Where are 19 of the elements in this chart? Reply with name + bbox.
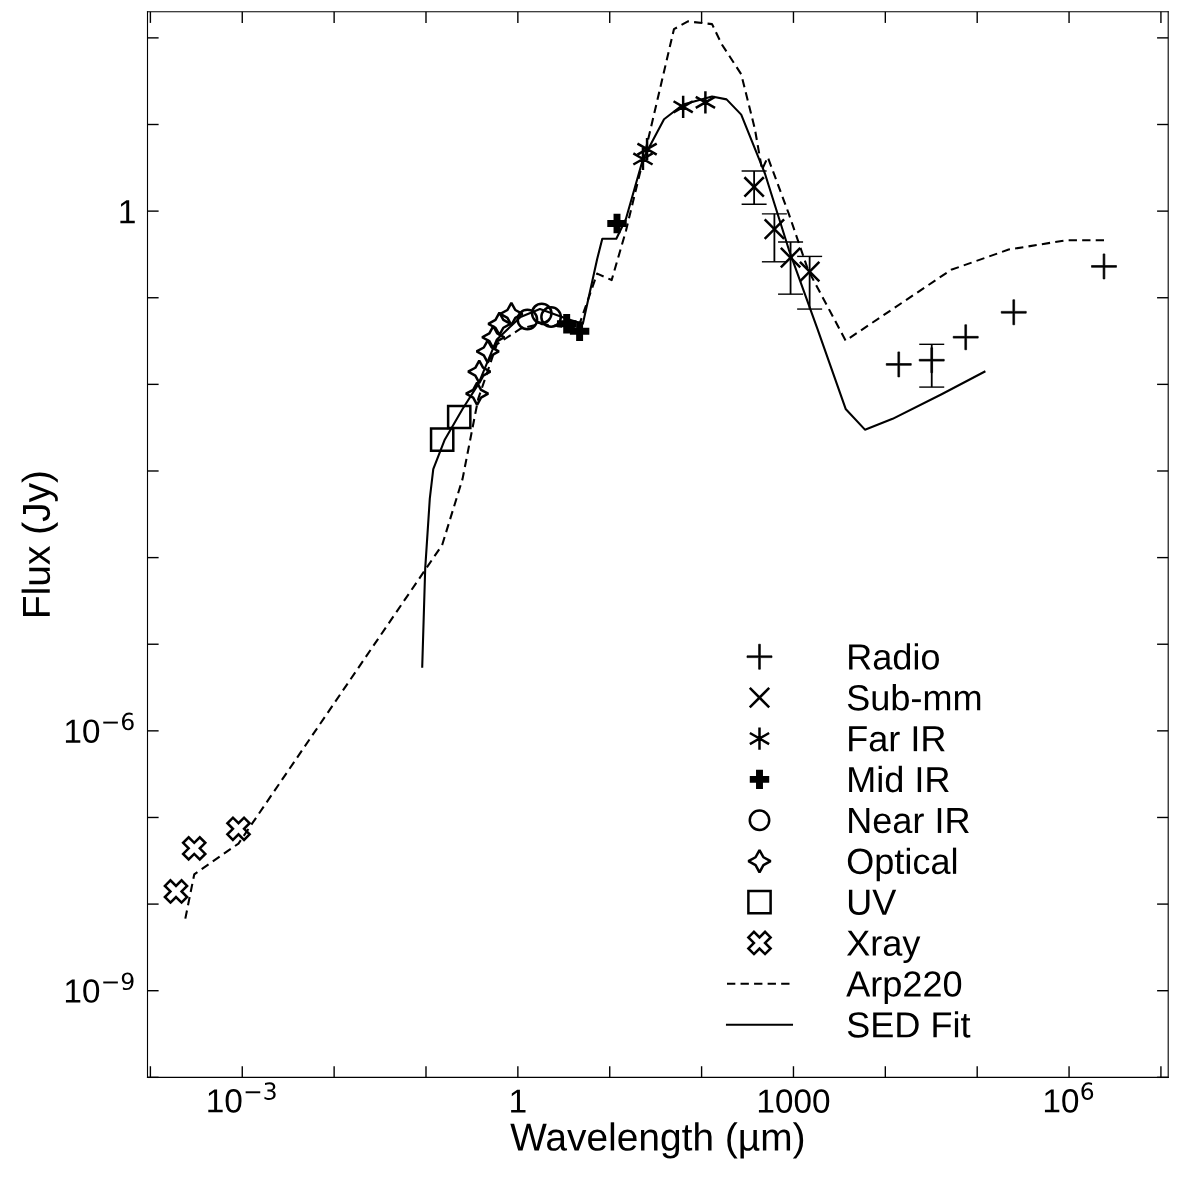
y-tick-label: 10$^{−6}$ — [65, 712, 134, 743]
legend-label: Near IR — [849, 808, 969, 834]
legend-label: Radio — [849, 643, 939, 670]
legend-label: Mid IR — [849, 765, 949, 793]
y-axis-title: Flux (Jy) — [21, 472, 58, 616]
x-tick-label: 10$^{−3}$ — [208, 1082, 276, 1113]
x-tick-label: 10$^{6}$ — [1044, 1082, 1094, 1113]
x-tick-label: 1000 — [758, 1089, 830, 1113]
legend-label: Far IR — [849, 726, 945, 752]
legend-label: SED Fit — [847, 1011, 971, 1038]
legend-label: Arp220 — [846, 971, 962, 1004]
legend-label: UV — [848, 889, 897, 916]
legend-label: Xray — [846, 930, 921, 964]
legend-label: Optical — [847, 847, 957, 882]
y-tick-label: 10$^{−9}$ — [65, 972, 134, 1003]
y-tick-label: 1 — [120, 200, 135, 224]
x-axis-title: Wavelength (µm) — [510, 1122, 804, 1159]
legend-label: Sub-mm — [847, 684, 981, 711]
x-tick-label: 1 — [511, 1089, 526, 1113]
